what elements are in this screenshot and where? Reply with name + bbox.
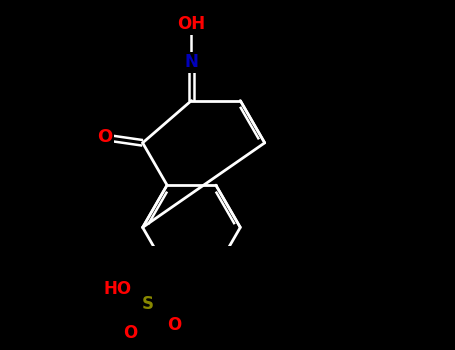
Text: O: O: [167, 316, 181, 334]
Text: OH: OH: [177, 15, 206, 33]
Text: HO: HO: [103, 280, 131, 298]
Text: S: S: [142, 295, 153, 313]
Text: O: O: [97, 128, 112, 146]
Text: O: O: [123, 324, 138, 342]
Text: N: N: [185, 54, 198, 71]
